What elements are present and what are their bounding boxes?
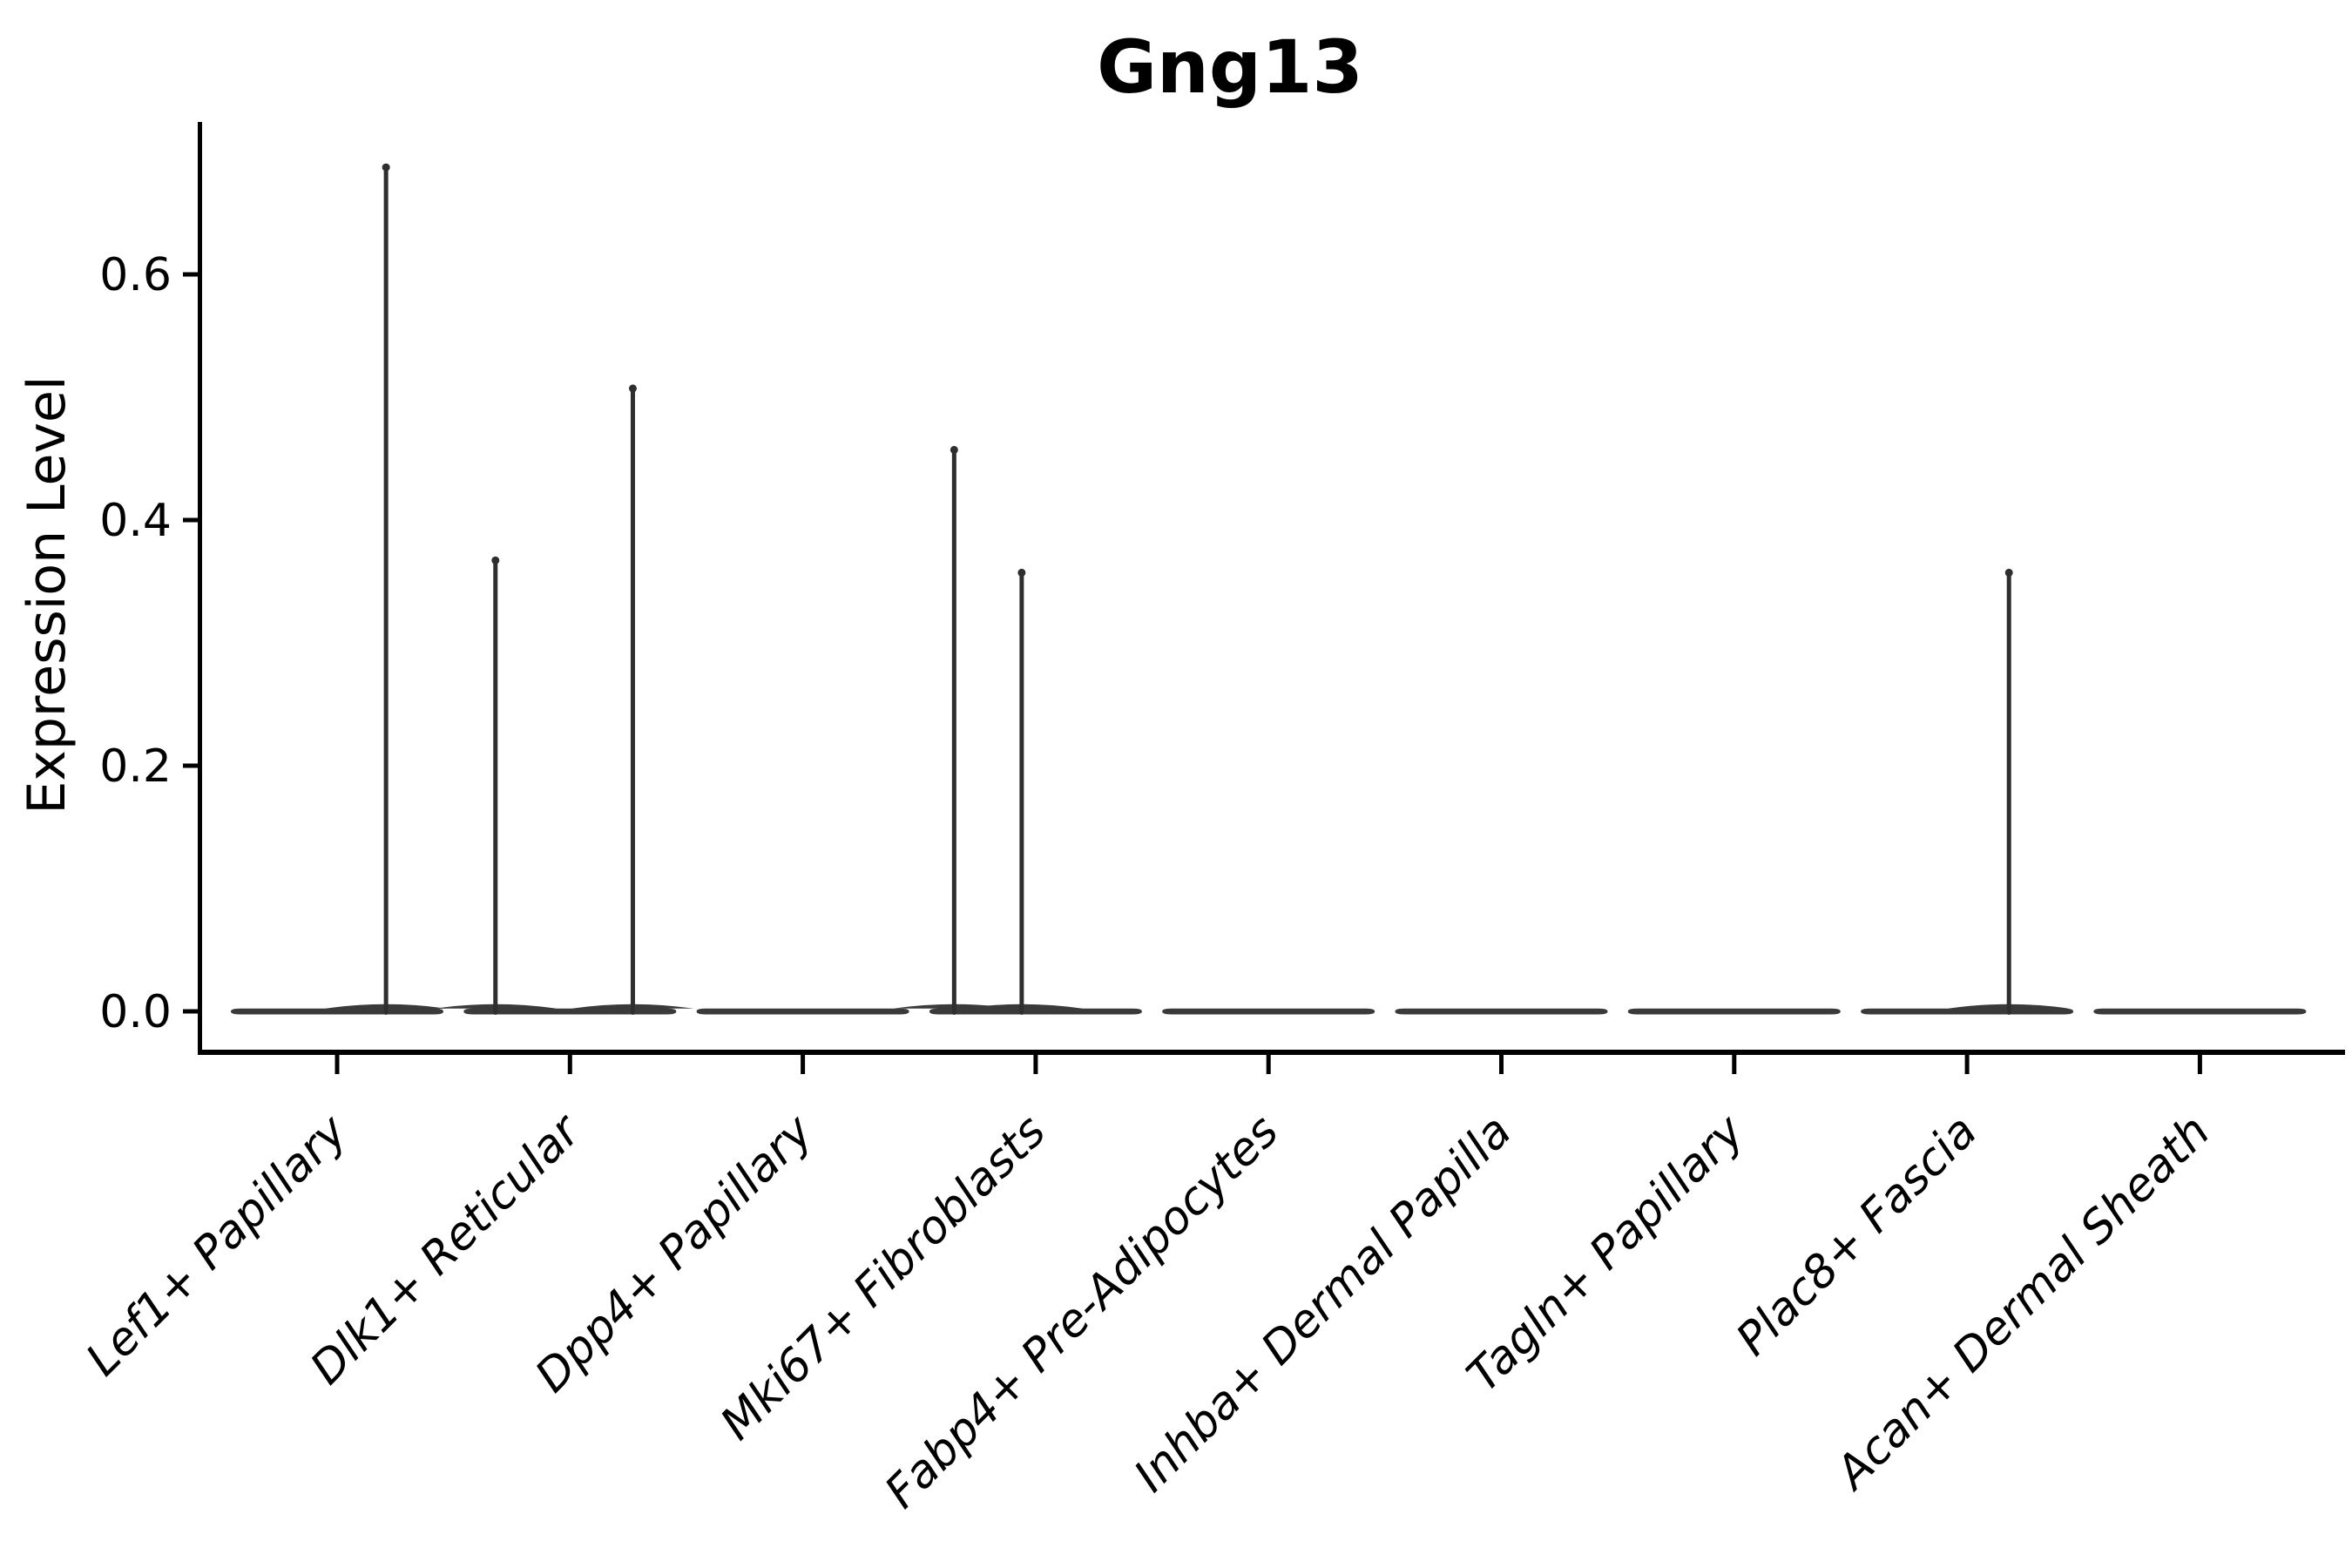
x-tick-3 — [1033, 1055, 1038, 1074]
x-tick-label-4: Fabp4+ Pre-Adipocytes — [875, 1105, 1289, 1519]
violin-spike-top-7-0 — [2004, 568, 2013, 577]
violin-body-5 — [1395, 1008, 1608, 1015]
chart-title: Gng13 — [1097, 24, 1363, 110]
violin-0 — [231, 163, 448, 1015]
x-tick-label-7: Plac8+ Fascia — [1727, 1105, 1987, 1366]
x-tick-7 — [1964, 1055, 1970, 1074]
violin-7 — [1861, 568, 2074, 1015]
violin-2 — [696, 1008, 909, 1015]
violin-body-2 — [696, 1008, 909, 1015]
y-tick-0 — [183, 1009, 198, 1014]
x-tick-5 — [1499, 1055, 1504, 1074]
bottom-spine — [198, 1050, 2345, 1055]
y-tick-1 — [183, 763, 198, 768]
violin-1 — [434, 384, 694, 1015]
violin-body-0 — [231, 1004, 448, 1015]
y-tick-label-2: 0.4 — [99, 495, 172, 547]
violins — [231, 163, 2307, 1015]
y-tick-label-3: 0.6 — [99, 249, 172, 301]
y-axis-label: Expression Level — [17, 375, 78, 814]
y-tick-label-1: 0.2 — [99, 740, 172, 793]
x-tick-label-8: Acan+ Dermal Sheath — [1825, 1105, 2220, 1501]
y-tick-label-0: 0.0 — [99, 986, 172, 1038]
x-tick-1 — [567, 1055, 572, 1074]
violin-body-8 — [2093, 1008, 2307, 1015]
x-tick-label-5: Inhba+ Dermal Papilla — [1125, 1105, 1522, 1503]
violin-spike-top-3-0 — [950, 445, 958, 454]
y-tick-3 — [183, 272, 198, 277]
violin-body-1 — [434, 1004, 694, 1015]
axes — [183, 122, 2345, 1074]
violin-6 — [1627, 1008, 1841, 1015]
violin-spike-top-3-1 — [1017, 568, 1026, 577]
violin-5 — [1395, 1008, 1608, 1015]
x-tick-4 — [1266, 1055, 1271, 1074]
x-tick-0 — [335, 1055, 340, 1074]
violin-spike-top-1-1 — [628, 384, 637, 393]
x-tick-2 — [801, 1055, 806, 1074]
violin-body-4 — [1162, 1008, 1375, 1015]
violin-8 — [2093, 1008, 2307, 1015]
violin-4 — [1162, 1008, 1375, 1015]
violin-body-7 — [1861, 1004, 2074, 1015]
violin-body-3 — [893, 1004, 1142, 1015]
x-tick-8 — [2197, 1055, 2202, 1074]
violin-spike-top-1-0 — [491, 556, 500, 564]
violin-body-6 — [1627, 1008, 1841, 1015]
x-tick-6 — [1732, 1055, 1737, 1074]
left-spine — [198, 122, 202, 1055]
y-tick-2 — [183, 517, 198, 523]
violin-3 — [893, 445, 1142, 1015]
violin-spike-top-0-0 — [382, 163, 390, 172]
